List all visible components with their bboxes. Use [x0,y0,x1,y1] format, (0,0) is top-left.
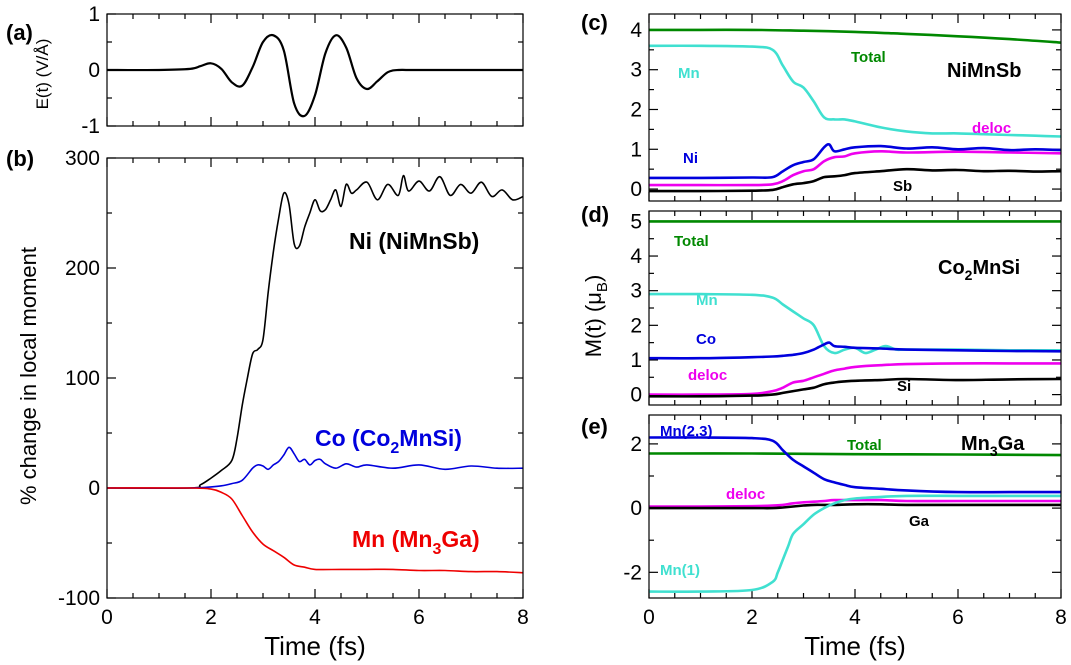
xlabel-e: Time (fs) [804,631,906,661]
x-tick-label: 8 [1055,606,1067,629]
series-line-e-2 [648,498,1061,508]
series-label-e-ga: Ga [909,513,930,530]
series-line-c-3 [648,142,1062,180]
series-label-e-mn23: Mn(2,3) [660,423,713,440]
xlabel-b: Time (fs) [264,631,366,661]
y-tick-label: 4 [630,245,642,268]
series-label-ni: Ni (NiMnSb) [349,228,479,254]
series-label-e-total: Total [847,437,882,454]
x-tick-label: 0 [643,606,655,629]
series-label-c-sb: Sb [893,178,912,195]
plot-frame-c [648,13,1062,202]
series-line-b-1 [106,446,524,489]
series-line-e-1 [648,436,1061,494]
panel-label-a: (a) [6,20,33,45]
series-label-c-deloc: deloc [972,120,1011,137]
ylabel-d: M(t) (μB) [581,275,611,358]
series-label-d-mn: Mn [696,292,718,309]
y-tick-label: 1 [88,3,100,26]
series-label-d-deloc: deloc [688,367,727,384]
plot-frame-d [648,210,1062,406]
x-tick-label: 2 [746,606,758,629]
series-label-e-mn1: Mn(1) [660,562,700,579]
system-name-d: Co2MnSi [938,257,1020,283]
series-label-d-total: Total [674,233,709,250]
series-line-b-0 [106,174,524,490]
panel-label-e: (e) [581,414,608,439]
panel-d-co2mnsi: (d) M(t) (μB) 0 1 2 3 4 5 Co2MnSi Total Mn Co… [581,202,1062,407]
panel-label-c: (c) [581,10,608,35]
series-label-c-mn: Mn [678,65,700,82]
plot-frame-a [106,13,524,127]
y-tick-label: 2 [630,314,642,337]
y-tick-label: 200 [65,257,100,280]
panel-label-d: (d) [581,202,609,227]
y-tick-label: 2 [630,433,642,456]
ylabel-a: E(t) (V/Å) [33,39,52,110]
series-line-e-4 [648,494,1061,593]
series-label-mn: Mn (Mn3Ga) [352,526,480,558]
series-line-c-1 [648,44,1062,138]
x-tick-label: 4 [309,606,321,629]
plot-frame-b [106,157,524,599]
y-tick-label: 0 [88,477,100,500]
series-line-d-3 [648,362,1061,396]
system-name-e: Mn3Ga [961,433,1025,459]
y-tick-label: -100 [58,587,100,610]
x-tick-label: 8 [517,606,529,629]
y-tick-label: 4 [630,19,642,42]
y-tick-label: 5 [630,210,642,233]
y-tick-label: -2 [623,561,642,584]
plot-frame-e [648,414,1062,599]
y-tick-label: 0 [630,384,642,407]
panel-label-b: (b) [6,146,34,171]
series-line-c-2 [648,149,1062,187]
series-line-e-3 [648,502,1061,510]
x-tick-label: 6 [952,606,964,629]
y-tick-label: 0 [88,59,100,82]
y-tick-label: 3 [630,280,642,303]
y-tick-label: 2 [630,98,642,121]
ylabel-b: % change in local moment [16,247,41,505]
y-tick-label: -1 [81,115,100,138]
y-tick-label: 3 [630,59,642,82]
series-label-d-si: Si [897,378,911,395]
system-name-c: NiMnSb [947,60,1021,82]
y-tick-label: 0 [630,497,642,520]
y-tick-label: 100 [65,367,100,390]
series-label-d-co: Co [696,331,716,348]
panel-a-electric-field: (a) E(t) (V/Å) -1 0 1 [6,3,524,138]
x-tick-label: 4 [849,606,861,629]
series-label-e-deloc: deloc [726,486,765,503]
panel-b-percent-change: (b) % change in local moment Time (fs) 0… [6,146,529,661]
panel-c-nimnsb: (c) 0 1 2 3 4 NiMnSb Total Mn deloc Ni Sb [581,10,1062,202]
y-tick-label: 300 [65,147,100,170]
series-line-d-4 [648,377,1062,398]
series-line-e-0 [648,452,1062,457]
series-line-a-0 [106,33,523,118]
x-tick-label: 2 [205,606,217,629]
series-label-c-total: Total [851,49,886,66]
series-line-c-0 [649,28,1062,44]
x-tick-label: 0 [101,606,113,629]
series-line-d-2 [648,341,1062,360]
y-tick-label: 0 [630,178,642,201]
series-line-b-2 [106,487,524,574]
x-tick-label: 6 [413,606,425,629]
y-tick-label: 1 [630,138,642,161]
panel-e-mn3ga: (e) Time (fs) 0 2 4 6 8-202 Mn3Ga Total Mn(2… [581,414,1067,661]
series-label-co: Co (Co2MnSi) [315,425,462,457]
y-tick-label: 1 [630,349,642,372]
series-label-c-ni: Ni [683,150,698,167]
series-line-c-4 [648,167,1062,193]
